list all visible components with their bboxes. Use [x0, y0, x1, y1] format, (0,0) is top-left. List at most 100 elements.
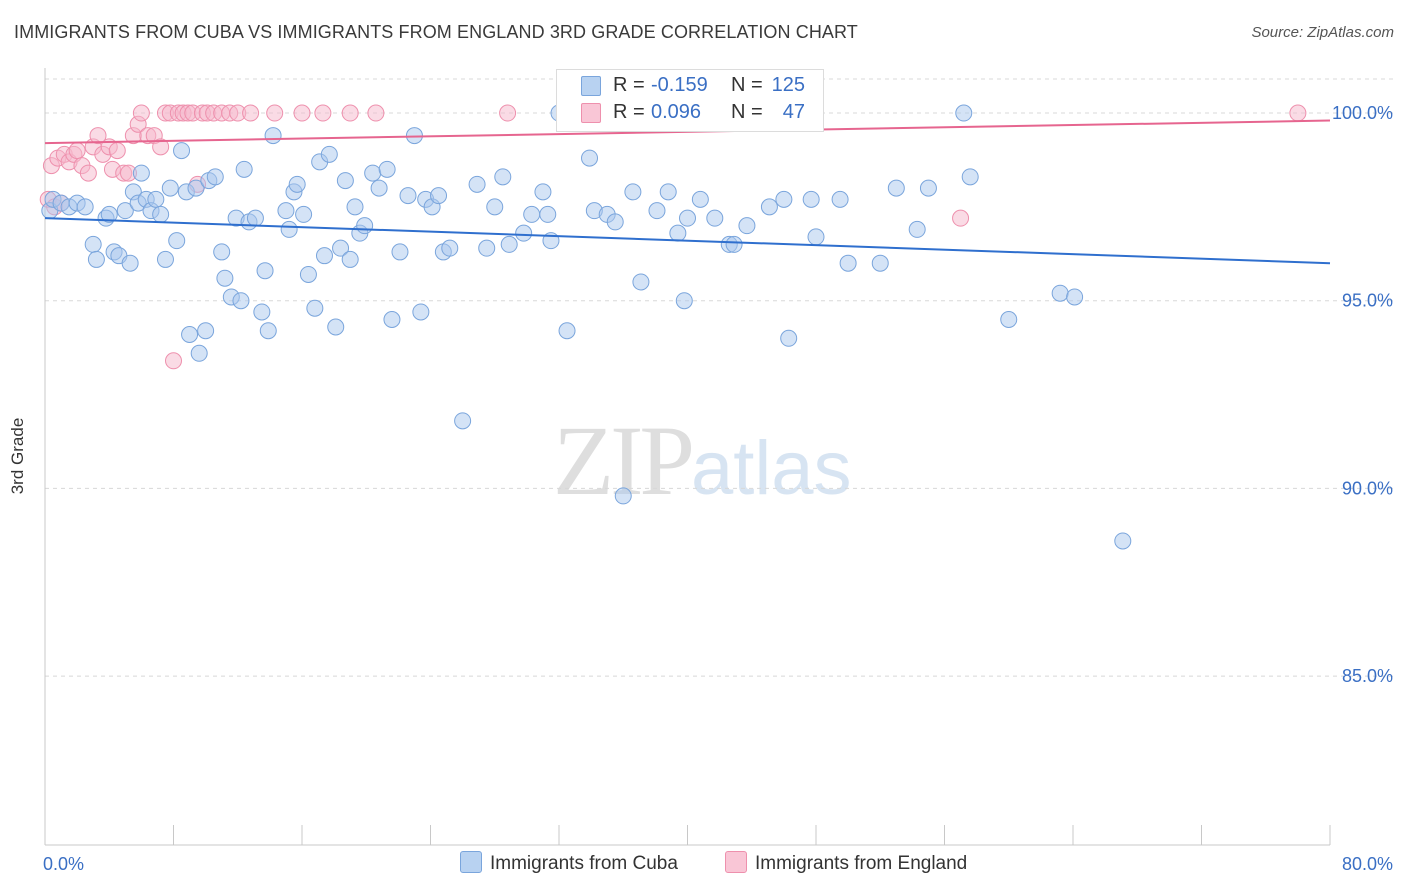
cuba-point [887, 179, 905, 197]
cuba-point [412, 303, 430, 321]
cuba-point [356, 217, 374, 235]
cuba-point [168, 232, 186, 250]
cuba-point [336, 172, 354, 190]
england-point [341, 104, 359, 122]
cuba-point [632, 273, 650, 291]
cuba-point [534, 183, 552, 201]
cuba-point [871, 254, 889, 272]
x-tick-label: 80.0% [1342, 854, 1393, 874]
cuba-point [253, 303, 271, 321]
cuba-point [280, 220, 298, 238]
cuba-point [206, 168, 224, 186]
cuba-point [523, 205, 541, 223]
cuba-point [341, 250, 359, 268]
n-value: 47 [782, 101, 805, 123]
cuba-point [320, 145, 338, 163]
r-label: R = [613, 74, 645, 96]
cuba-point [152, 205, 170, 223]
cuba-point [648, 202, 666, 220]
axes [44, 68, 1331, 846]
cuba-point [468, 175, 486, 193]
y-axis-label: 3rd Grade [8, 417, 27, 495]
cuba-point [706, 209, 724, 227]
tick-labels: 85.0% 90.0% 95.0% 100.0% 0.0% 80.0% [43, 103, 1393, 874]
y-tick-label: 100.0% [1332, 103, 1393, 123]
cuba-point [606, 213, 624, 231]
cuba-point [187, 179, 205, 197]
cuba-point [486, 198, 504, 216]
cuba-point [558, 322, 576, 340]
cuba-swatch-icon [460, 851, 482, 873]
england-point [1289, 104, 1307, 122]
england-point [293, 104, 311, 122]
england-point [266, 104, 284, 122]
cuba-point [346, 198, 364, 216]
cuba-point [675, 292, 693, 310]
cuba-point [232, 292, 250, 310]
cuba-point [235, 160, 253, 178]
cuba-point [190, 344, 208, 362]
cuba-point [955, 104, 973, 122]
stats-legend: R = -0.159 N = 125 R = 0.096 N = 47 [556, 69, 824, 132]
cuba-point [775, 190, 793, 208]
cuba-point [919, 179, 937, 197]
cuba-point [147, 190, 165, 208]
cuba-point [581, 149, 599, 167]
cuba-point [364, 164, 382, 182]
cuba-point [1066, 288, 1084, 306]
cuba-point [84, 235, 102, 253]
legend-item-cuba[interactable]: Immigrants from Cuba [460, 851, 678, 875]
cuba-point [500, 235, 518, 253]
cuba-point [399, 187, 417, 205]
cuba-point [1114, 532, 1132, 550]
y-tick-label: 95.0% [1342, 291, 1393, 311]
cuba-swatch-icon [581, 76, 601, 96]
watermark-atlas: atlas [691, 426, 852, 511]
england-point [79, 164, 97, 182]
cuba-point [391, 243, 409, 261]
cuba-point [264, 127, 282, 145]
cuba-point [807, 228, 825, 246]
england-point [242, 104, 260, 122]
r-label: R = [613, 101, 645, 123]
r-value: -0.159 [651, 74, 708, 96]
cuba-point [441, 239, 459, 257]
cuba-point [624, 183, 642, 201]
legend-label-england: Immigrants from England [755, 853, 968, 874]
cuba-point [430, 187, 448, 205]
cuba-point [259, 322, 277, 340]
cuba-point [1000, 310, 1018, 328]
cuba-point [116, 202, 134, 220]
cuba-points [41, 104, 1132, 550]
y-tick-label: 90.0% [1342, 478, 1393, 498]
r-value: 0.096 [651, 101, 702, 123]
trend-lines [44, 119, 1331, 265]
cuba-point [299, 265, 317, 283]
cuba-point [132, 164, 150, 182]
cuba-point [216, 269, 234, 287]
cuba-point [173, 142, 191, 160]
cuba-point [327, 318, 345, 336]
england-point [132, 104, 150, 122]
cuba-point [669, 224, 687, 242]
cuba-point [1051, 284, 1069, 302]
cuba-point [478, 239, 496, 257]
cuba-point [76, 198, 94, 216]
cuba-point [121, 254, 139, 272]
cuba-point [315, 247, 333, 265]
cuba-point [679, 209, 696, 227]
cuba-point [213, 243, 231, 261]
cuba-point [839, 254, 857, 272]
cuba-point [539, 205, 557, 223]
cuba-point [181, 326, 199, 344]
cuba-point [802, 190, 820, 208]
cuba-point [256, 262, 274, 280]
cuba-point [454, 412, 472, 430]
cuba-point [87, 250, 105, 268]
england-swatch-icon [725, 851, 747, 873]
legend-item-england[interactable]: Immigrants from England [725, 851, 967, 875]
england-point [108, 142, 126, 160]
chart-title: IMMIGRANTS FROM CUBA VS IMMIGRANTS FROM … [14, 22, 858, 42]
england-point [499, 104, 517, 122]
cuba-point [494, 168, 512, 186]
